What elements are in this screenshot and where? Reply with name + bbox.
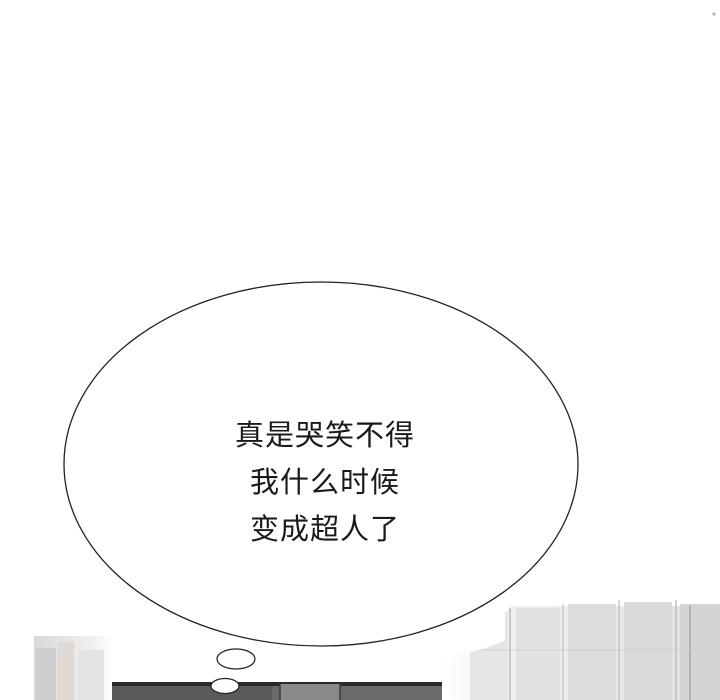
thought-line-1: 真是哭笑不得 <box>234 418 415 452</box>
thought-puff-small <box>210 677 240 695</box>
thought-text: 真是哭笑不得 我什么时候 变成超人了 <box>160 412 490 553</box>
thought-bubble <box>65 282 579 663</box>
corner-speck <box>712 12 716 16</box>
background-left <box>34 636 114 700</box>
thought-line-3: 变成超人了 <box>249 512 400 546</box>
thought-puff-large <box>216 648 256 670</box>
thought-bubble-outline <box>63 281 579 647</box>
background-bottom-strip <box>112 682 442 700</box>
thought-line-2: 我什么时候 <box>249 465 400 499</box>
